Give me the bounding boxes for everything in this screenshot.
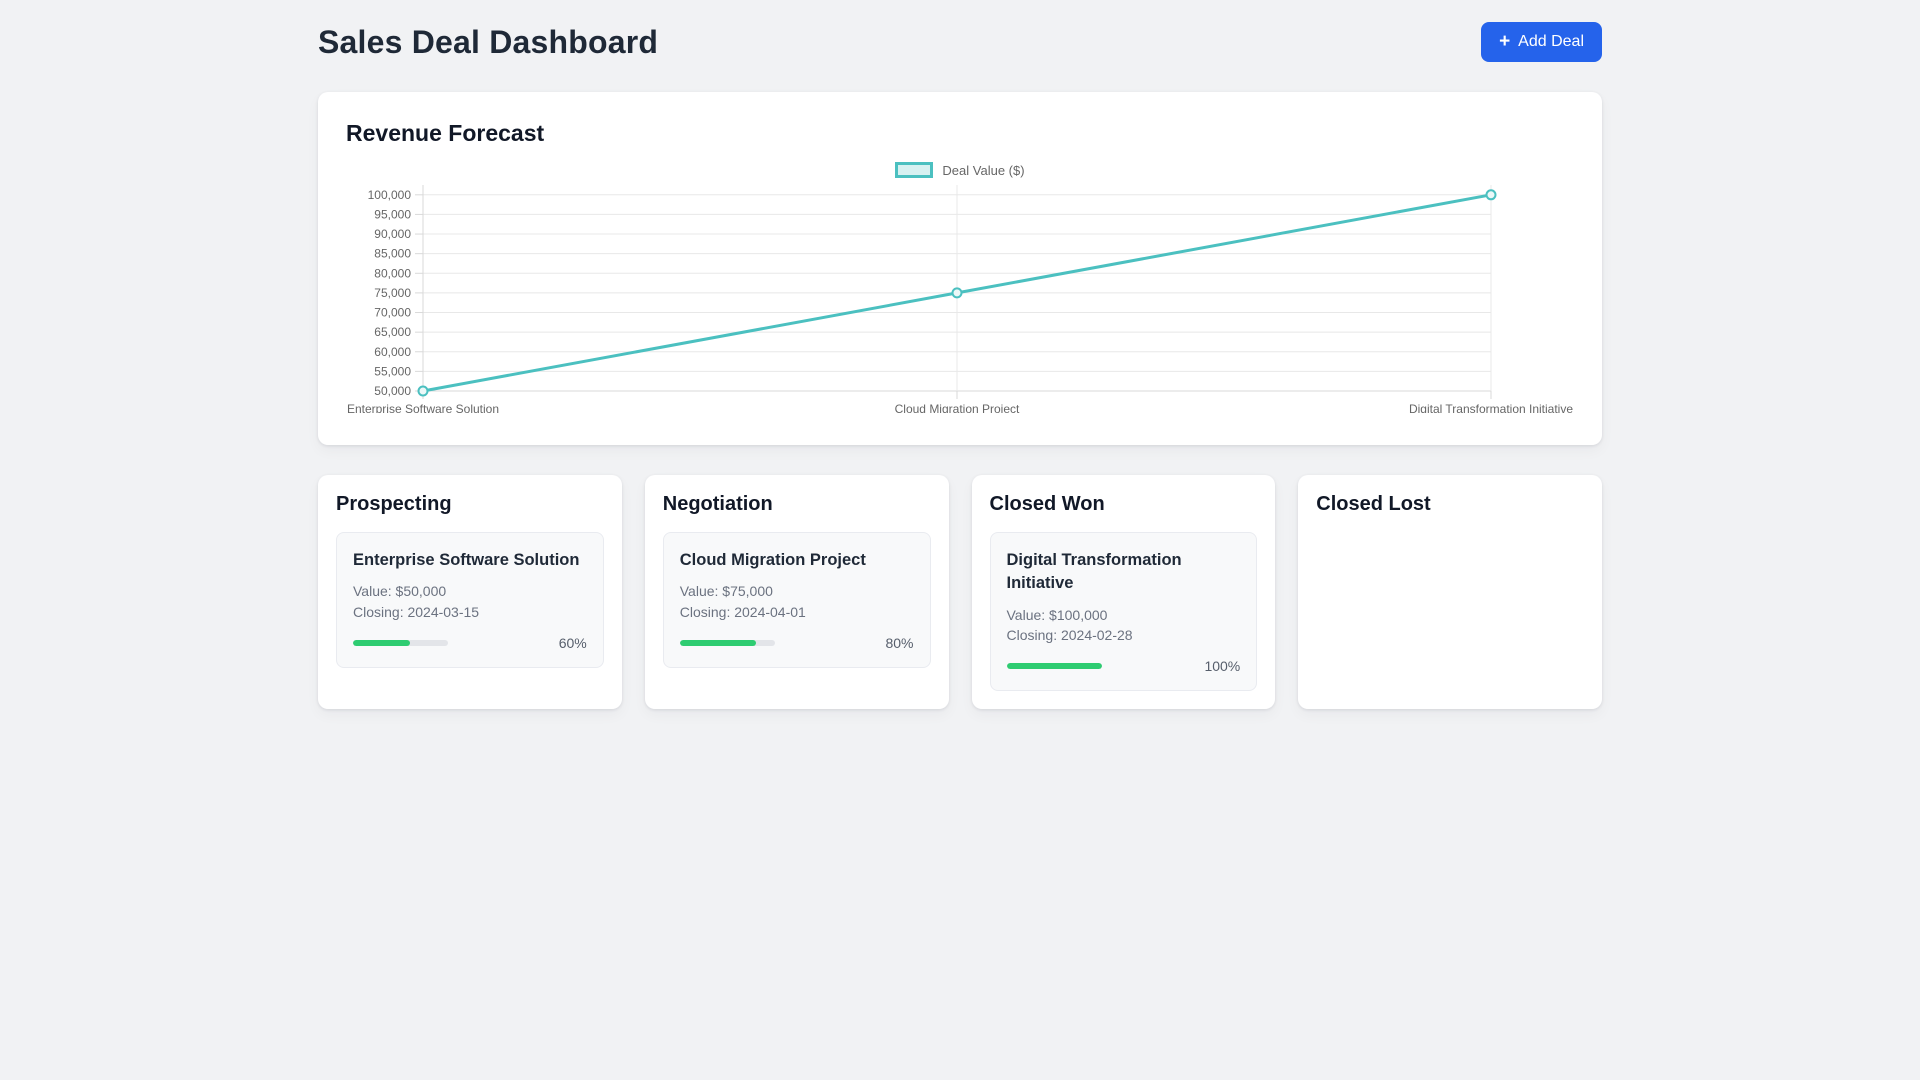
legend-item-deal-value[interactable]: Deal Value ($) — [895, 162, 1025, 178]
deal-value: Value: $100,000 — [1006, 606, 1108, 623]
y-axis-tick-label: 65,000 — [374, 325, 411, 339]
legend-label: Deal Value ($) — [942, 162, 1025, 178]
progress-fill — [353, 640, 410, 647]
progress-label: 60% — [558, 635, 587, 652]
progress-fill — [1006, 663, 1102, 670]
progress-fill — [679, 640, 756, 647]
y-axis-tick-label: 90,000 — [374, 227, 411, 241]
chart-legend: Deal Value ($) — [346, 161, 1574, 179]
deal-card[interactable]: Cloud Migration Project Value: $75,000 Clo… — [662, 532, 931, 669]
deal-value: Value: $75,000 — [679, 583, 773, 600]
y-axis-tick-label: 85,000 — [374, 247, 411, 261]
kanban-column: Negotiation Cloud Migration Project Value:… — [644, 475, 949, 710]
x-axis-category-label: Digital Transformation Initiative — [1409, 402, 1573, 413]
plus-icon: + — [1499, 30, 1511, 52]
deal-card[interactable]: Enterprise Software Solution Value: $50,0… — [336, 532, 604, 669]
page-container: Sales Deal Dashboard + Add Deal Revenue … — [318, 0, 1602, 710]
progress-label: 100% — [1204, 658, 1241, 675]
y-axis-tick-label: 60,000 — [374, 345, 411, 359]
column-title: Closed Lost — [1316, 493, 1431, 515]
progress-row: 80% — [679, 635, 914, 652]
y-axis-tick-label: 50,000 — [374, 384, 411, 398]
kanban-board: Prospecting Enterprise Software Solution V… — [318, 475, 1602, 710]
x-axis-category-label: Cloud Migration Project — [895, 402, 1020, 413]
page-title: Sales Deal Dashboard — [318, 23, 659, 60]
deal-closing: Closing: 2024-04-01 — [679, 603, 806, 620]
deal-title: Cloud Migration Project — [679, 551, 866, 569]
deal-meta: Value: $100,000 Closing: 2024-02-28 — [1007, 605, 1241, 646]
deal-closing: Closing: 2024-03-15 — [353, 603, 480, 620]
y-axis-tick-label: 95,000 — [374, 207, 411, 221]
revenue-forecast-card: Revenue Forecast Deal Value ($) 50,000 55… — [318, 92, 1602, 445]
deal-meta: Value: $50,000 Closing: 2024-03-15 — [353, 581, 587, 622]
deal-meta: Value: $75,000 Closing: 2024-04-01 — [680, 581, 914, 622]
kanban-column: Closed Won Digital Transformation Initiat… — [971, 475, 1276, 710]
chart-title: Revenue Forecast — [346, 120, 545, 146]
data-point-marker — [951, 287, 963, 299]
column-title: Closed Won — [989, 493, 1105, 515]
data-point-marker — [1485, 189, 1497, 201]
progress-row: 60% — [353, 635, 587, 651]
deal-value: Value: $50,000 — [353, 583, 447, 600]
page-header: Sales Deal Dashboard + Add Deal — [318, 22, 1602, 62]
kanban-column: Closed Lost — [1298, 475, 1602, 710]
legend-swatch — [895, 162, 934, 178]
data-point-marker — [417, 385, 429, 397]
x-axis-category-label: Enterprise Software Solution — [347, 402, 499, 413]
deal-title: Digital Transformation Initiative — [1006, 551, 1182, 593]
kanban-column: Prospecting Enterprise Software Solution V… — [318, 475, 622, 710]
deal-card[interactable]: Digital Transformation Initiative Value: … — [989, 532, 1258, 692]
progress-track — [353, 640, 448, 647]
deal-closing: Closing: 2024-02-28 — [1006, 627, 1133, 644]
y-axis-tick-label: 100,000 — [368, 188, 412, 202]
progress-track — [1006, 663, 1102, 670]
deal-title: Enterprise Software Solution — [353, 551, 580, 569]
progress-label: 80% — [885, 635, 914, 652]
y-axis-tick-label: 75,000 — [374, 286, 411, 300]
y-axis-tick-label: 55,000 — [374, 364, 411, 378]
progress-track — [679, 640, 775, 647]
y-axis-tick-label: 80,000 — [374, 266, 411, 280]
chart-canvas[interactable]: 50,000 55,000 60,000 65,000 70,000 75,000 80,0… — [346, 183, 1574, 413]
progress-row: 100% — [1006, 658, 1241, 675]
add-deal-button[interactable]: + Add Deal — [1481, 22, 1602, 62]
column-title: Prospecting — [336, 493, 452, 515]
y-axis-tick-label: 70,000 — [374, 306, 411, 320]
column-title: Negotiation — [662, 493, 773, 515]
add-deal-label: Add Deal — [1518, 33, 1584, 50]
